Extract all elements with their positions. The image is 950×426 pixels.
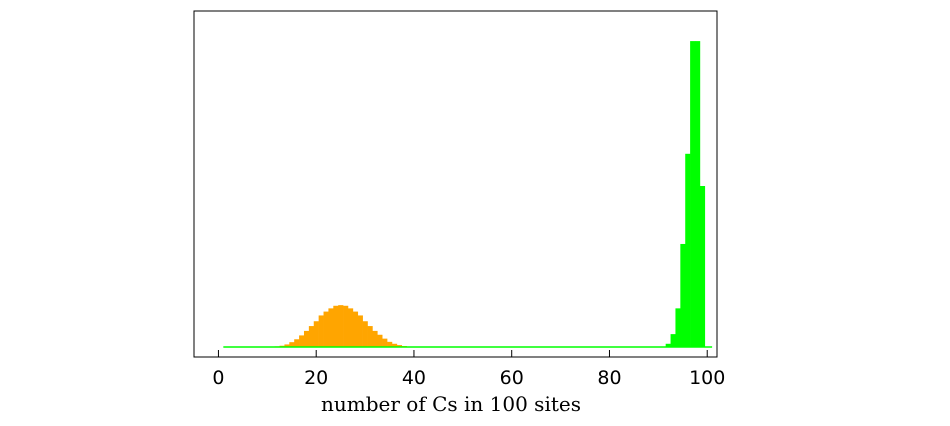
bar-series1-x24 [333, 305, 339, 347]
bar-series1-x21 [318, 315, 324, 347]
bar-series2-x99 [699, 186, 706, 347]
bar-series2-x93 [670, 334, 676, 347]
x-axis-label: number of Cs in 100 sites [321, 392, 581, 416]
bar-series1-x30 [362, 321, 368, 347]
bar-series1-x35 [387, 341, 393, 347]
bar-series2-x98 [695, 41, 701, 347]
bar-series1-x31 [367, 326, 373, 347]
bar-series1-x22 [323, 311, 329, 347]
bar-series2-x92 [665, 343, 671, 347]
bar-series2-x95 [680, 243, 686, 347]
x-tick-label-40: 40 [402, 367, 426, 389]
bar-series1-x28 [352, 311, 359, 347]
x-tick-label-20: 20 [304, 367, 328, 389]
plot-frame [193, 10, 718, 358]
bar-series1-x16 [294, 339, 300, 347]
bar-series1-x33 [377, 334, 383, 347]
bar-series1-x18 [303, 330, 310, 347]
bars-layer [274, 41, 706, 347]
x-tick-label-60: 60 [500, 367, 524, 389]
bar-series1-x36 [391, 343, 398, 347]
bar-series1-x25 [338, 305, 344, 347]
bar-series1-x34 [382, 338, 388, 347]
bar-series1-x26 [343, 305, 349, 347]
bar-series1-x14 [284, 344, 290, 347]
bar-series1-x32 [372, 330, 378, 347]
x-axis-ticks: 0 20 40 60 80 100 [212, 350, 725, 389]
x-tick-label-100: 100 [689, 367, 725, 389]
bar-series1-x17 [299, 335, 305, 347]
bar-series2-x96 [685, 153, 691, 347]
bar-series1-x20 [313, 321, 319, 347]
bar-series1-x27 [347, 308, 354, 347]
bar-series1-x29 [357, 315, 363, 347]
x-tick-label-80: 80 [597, 367, 621, 389]
bar-series1-x37 [396, 345, 403, 347]
bar-series1-x15 [289, 342, 295, 347]
x-tick-label-0: 0 [212, 367, 224, 389]
bar-series2-x97 [690, 41, 696, 347]
bar-series1-x19 [308, 326, 315, 347]
bar-series2-x94 [675, 308, 681, 347]
bar-series1-x23 [328, 308, 334, 347]
